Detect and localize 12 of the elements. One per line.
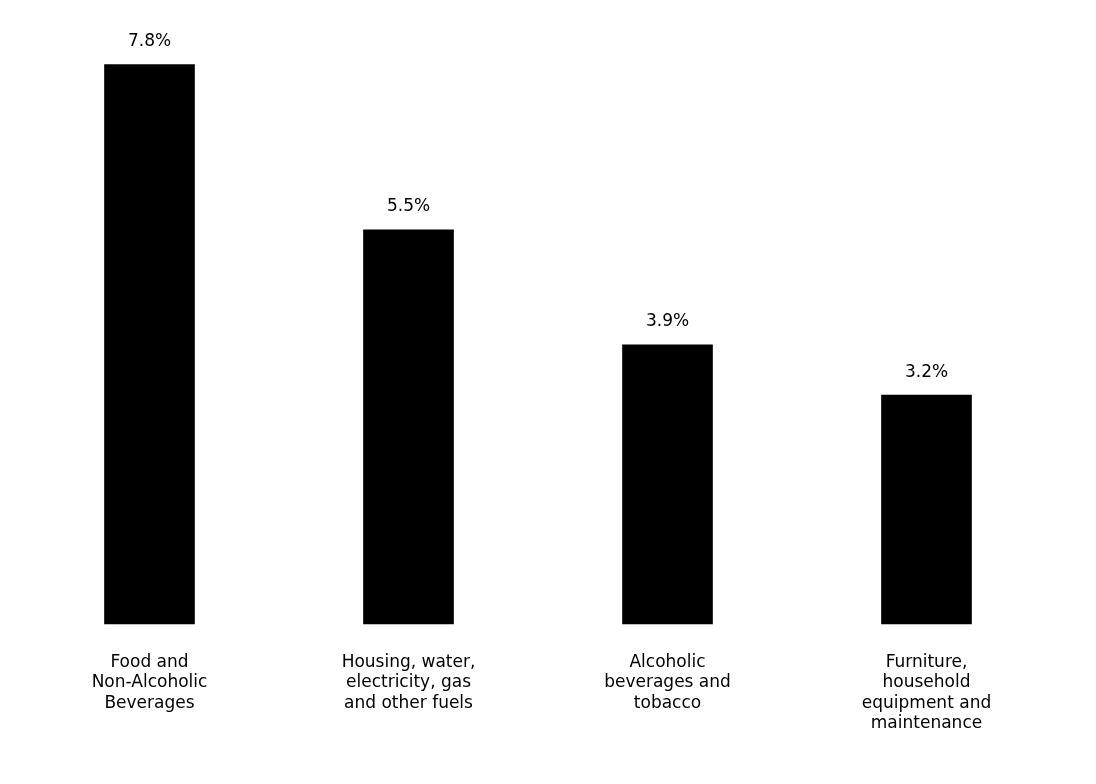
data-label: 7.8% — [127, 30, 172, 51]
data-label: 3.9% — [645, 310, 690, 331]
x-tick-label: Furniture, household equipment and maintenance — [861, 651, 992, 733]
bar — [363, 229, 454, 625]
data-label: 3.2% — [904, 360, 949, 381]
x-tick-label: Alcoholic beverages and tobacco — [604, 651, 731, 712]
x-tick-label: Food and Non-Alcoholic Beverages — [91, 651, 208, 712]
bar — [622, 344, 713, 625]
x-tick-label: Housing, water, electricity, gas and other fuels — [341, 651, 476, 712]
bar — [881, 394, 972, 625]
bar — [104, 64, 195, 625]
data-label: 5.5% — [386, 195, 431, 216]
